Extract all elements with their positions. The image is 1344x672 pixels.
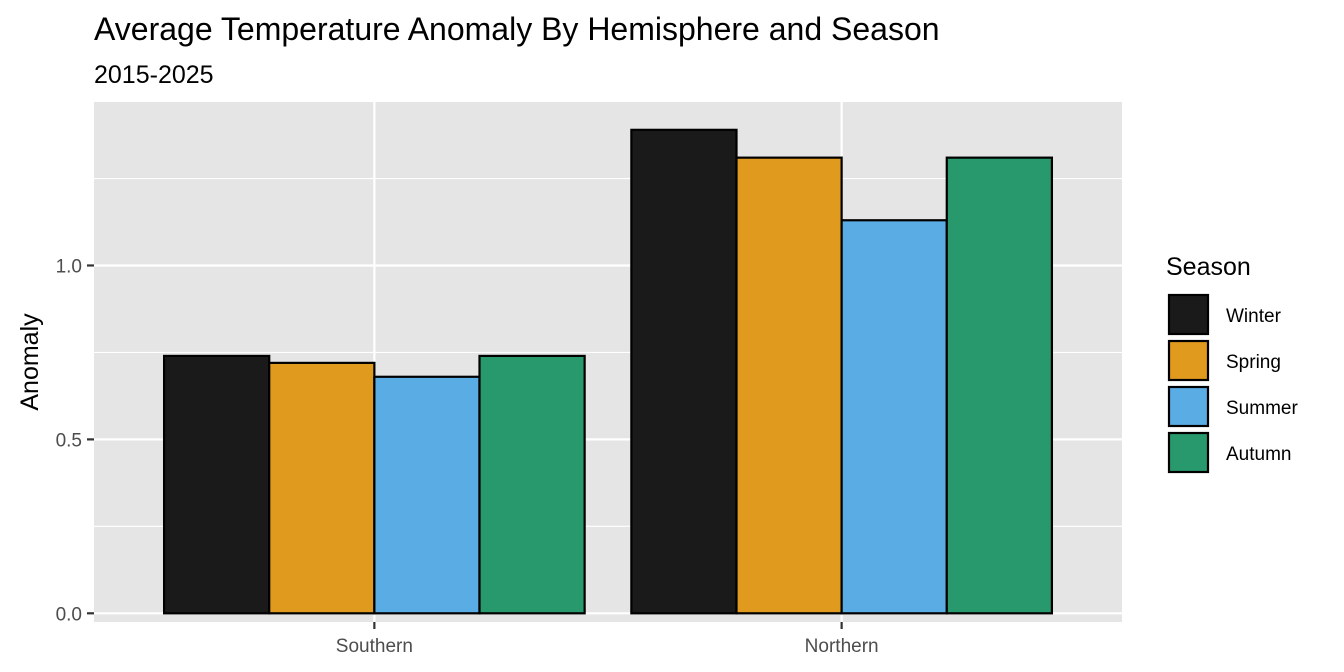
x-axis: Southern Northern (336, 622, 879, 657)
legend: Season Winter Spring Summer Autumn (1166, 253, 1298, 474)
bar-summer-southern (373, 375, 481, 615)
x-tick-label: Northern (805, 636, 879, 657)
bar-autumn-southern (478, 354, 586, 615)
y-tick-label: 1.0 (56, 256, 82, 277)
y-axis-title: Anomaly (16, 313, 44, 411)
legend-swatch-autumn (1167, 431, 1210, 474)
bar-winter-northern (630, 128, 738, 615)
legend-label-spring: Spring (1226, 352, 1281, 373)
chart-title: Average Temperature Anomaly By Hemispher… (94, 11, 940, 47)
bar-summer-northern (840, 219, 948, 615)
chart-subtitle: 2015-2025 (94, 61, 214, 89)
bar-winter-southern (162, 354, 271, 615)
y-tick-label: 0.5 (56, 430, 82, 451)
legend-swatch-winter (1167, 293, 1210, 336)
y-tick-label: 0.0 (56, 604, 82, 625)
legend-title: Season (1166, 253, 1251, 281)
bar-spring-northern (735, 156, 843, 615)
legend-label-winter: Winter (1226, 306, 1282, 327)
legend-label-autumn: Autumn (1226, 444, 1291, 465)
legend-swatch-summer (1167, 385, 1210, 428)
legend-swatch-spring (1167, 339, 1210, 382)
bars (162, 128, 1054, 615)
y-axis: 0.0 0.5 1.0 (56, 256, 94, 625)
legend-label-summer: Summer (1226, 398, 1298, 419)
bar-spring-southern (268, 361, 376, 615)
x-tick-label: Southern (336, 636, 413, 657)
bar-autumn-northern (945, 156, 1054, 615)
